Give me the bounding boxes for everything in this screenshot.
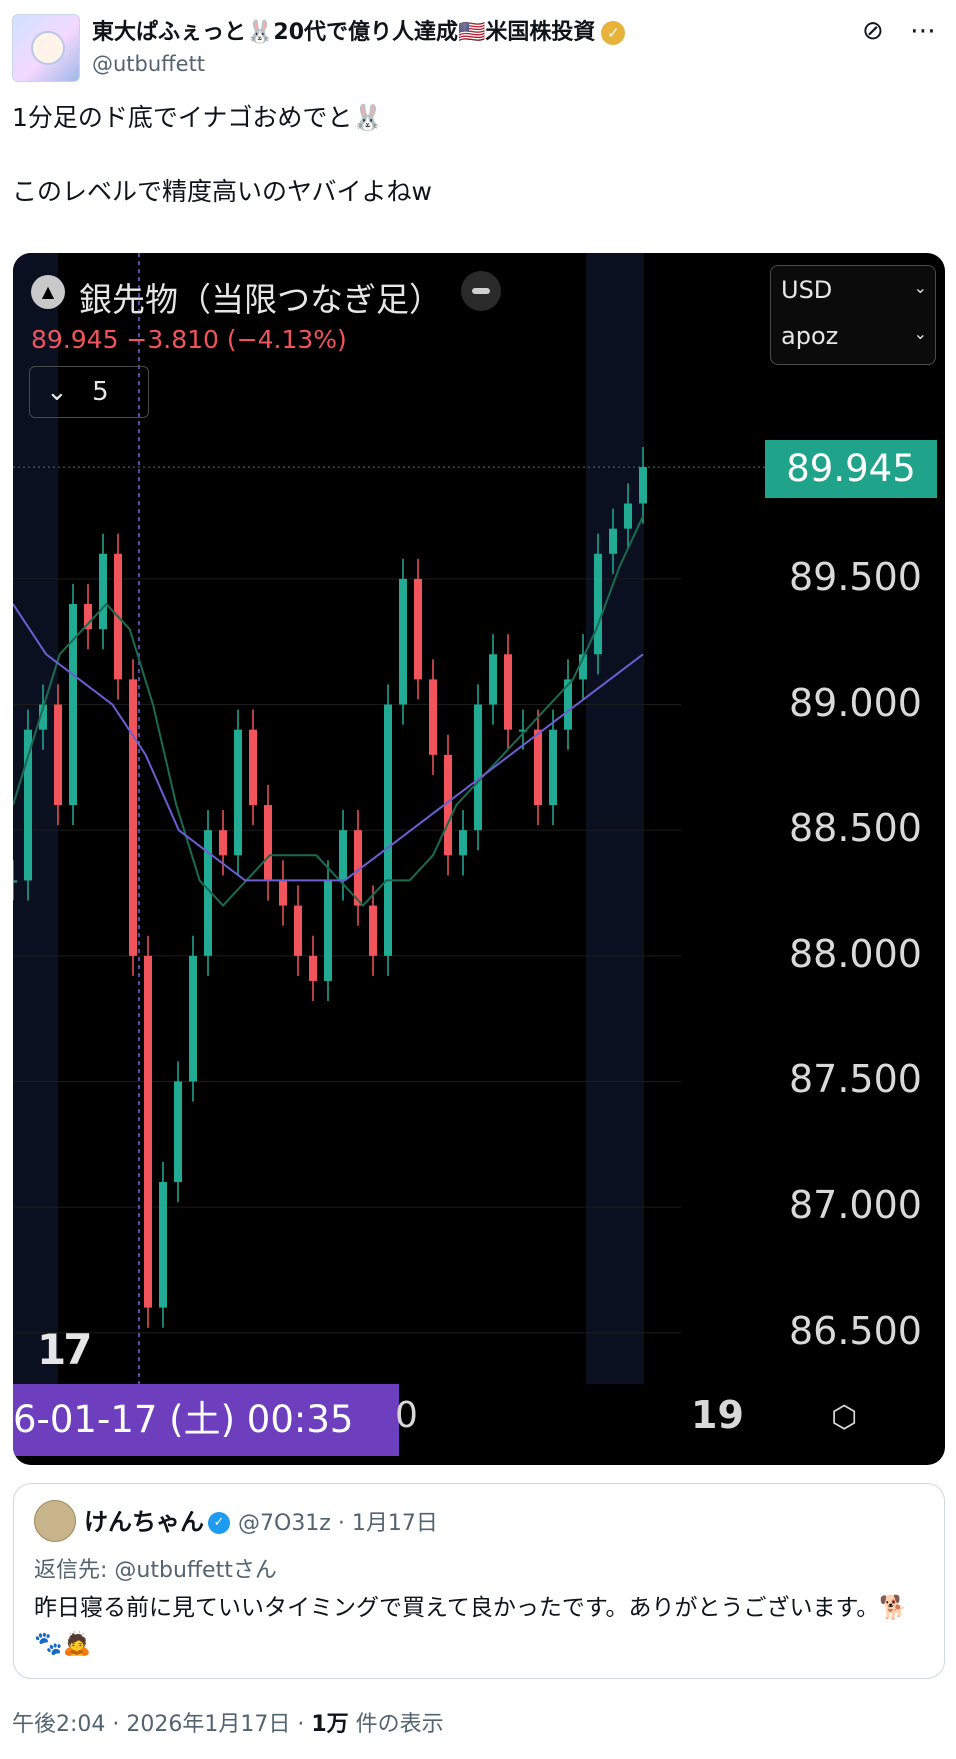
candle-body <box>69 604 77 806</box>
view-count: 1万 <box>311 1712 349 1737</box>
candle-body <box>84 604 92 630</box>
candle-body <box>13 880 17 883</box>
verified-badge-icon: ✓ <box>208 1512 230 1534</box>
tweet-text-line1: 1分足のド底でイナゴおめでと🐰 <box>12 103 384 132</box>
y-axis-tick: 87.000 <box>789 1183 922 1228</box>
candle-body <box>219 830 227 856</box>
candle-body <box>189 955 197 1082</box>
candle-body <box>534 729 542 806</box>
selector-box: USD ⌄ apoz ⌄ <box>770 265 936 365</box>
chart-image[interactable]: ▲ 銀先物（当限つなぎ足） 89.945 −3.810 (−4.13%) ⌄ 5… <box>13 253 945 1465</box>
reply-to[interactable]: 返信先: @utbuffettさん <box>34 1558 277 1583</box>
indicators-toggle-button[interactable]: ⌄ 5 <box>29 366 149 418</box>
candle-body <box>144 955 152 1308</box>
top-icons: ⊘ ⋯ <box>862 16 936 46</box>
y-axis-tick: 89.500 <box>789 554 922 599</box>
candle-body <box>564 679 572 730</box>
quote-author[interactable]: けんちゃん ✓ @7O31z · 1月17日 <box>84 1508 438 1536</box>
candle-body <box>309 955 317 981</box>
more-icon[interactable]: ⋯ <box>910 16 936 46</box>
y-axis-tick: 87.500 <box>789 1057 922 1102</box>
symbol-icon: ▲ <box>31 275 65 309</box>
verified-badge-icon: ✓ <box>601 21 626 45</box>
candle-body <box>444 754 452 856</box>
candle-body <box>204 830 212 956</box>
candle-body <box>339 830 347 881</box>
quote-avatar[interactable] <box>34 1500 76 1542</box>
y-axis-tick: 89.000 <box>789 680 922 725</box>
quote-text: 昨日寝る前に見ていいタイミングで買えて良かったです。ありがとうございます。🐕🐾🙇 <box>34 1595 908 1657</box>
chevron-down-icon: ⌄ <box>913 324 927 343</box>
chevron-down-icon: ⌄ <box>46 377 68 407</box>
candle-body <box>174 1081 182 1182</box>
candle-body <box>549 729 557 806</box>
crosshair-date-tag: 6-01-17 (土) 00:35 <box>13 1384 399 1456</box>
grok-icon[interactable]: ⊘ <box>861 16 884 46</box>
quote-meta: @7O31z · 1月17日 <box>238 1511 438 1536</box>
moving-average-line <box>13 515 644 908</box>
y-axis-tick: 86.500 <box>789 1308 922 1353</box>
candle-body <box>489 654 497 705</box>
price-chart <box>13 253 765 1384</box>
candle-body <box>39 704 47 730</box>
x-axis-day-label: 19 <box>691 1393 744 1437</box>
candle-body <box>99 553 107 630</box>
candle-body <box>369 905 377 956</box>
candle-body <box>24 729 32 881</box>
y-axis-tick: 88.000 <box>789 931 922 976</box>
last-price-tag: 89.945 <box>765 440 937 498</box>
indicator-count: 5 <box>92 377 109 407</box>
moving-average-line <box>13 603 644 882</box>
candle-body <box>579 654 587 680</box>
candle-body <box>294 905 302 956</box>
author-avatar[interactable] <box>12 14 80 82</box>
candle-body <box>324 880 332 981</box>
tweet-footer: 午後2:04 · 2026年1月17日 · 1万 件の表示 <box>12 1706 444 1738</box>
candle-body <box>519 729 527 732</box>
candle-body <box>54 704 62 806</box>
candle-body <box>279 880 287 906</box>
candle-body <box>384 704 392 956</box>
currency-select[interactable]: USD ⌄ <box>781 276 927 304</box>
account-select[interactable]: apoz ⌄ <box>781 322 927 350</box>
candle-body <box>399 578 407 705</box>
tweet-text-line2: このレベルで精度高いのヤバイよねw <box>12 177 432 206</box>
quoted-tweet[interactable]: けんちゃん ✓ @7O31z · 1月17日 返信先: @utbuffettさん 昨… <box>13 1483 945 1679</box>
candle-body <box>129 679 137 956</box>
settings-icon[interactable]: ⬡ <box>831 1400 858 1435</box>
candle-body <box>504 654 512 730</box>
author-name[interactable]: 東大ぱふぇっと🐰20代で億り人達成🇺🇸米国株投資 ✓ <box>92 14 626 46</box>
candle-body <box>474 704 482 831</box>
symbol-title: 銀先物（当限つなぎ足） <box>79 280 442 319</box>
candle-body <box>624 503 632 529</box>
price-change: 89.945 −3.810 (−4.13%) <box>31 325 347 354</box>
chevron-down-icon: ⌄ <box>913 278 927 297</box>
session-shade <box>586 253 644 1384</box>
x-axis-label: 0 <box>395 1395 418 1436</box>
candle-body <box>264 805 272 881</box>
candle-body <box>639 467 647 504</box>
candle-body <box>594 553 602 655</box>
session-shade <box>13 253 58 1384</box>
author-handle[interactable]: @utbuffett <box>92 52 206 76</box>
candle-body <box>234 729 242 856</box>
candle-body <box>429 679 437 755</box>
tradingview-logo: 17 <box>37 1325 92 1374</box>
candle-body <box>414 578 422 680</box>
timestamp[interactable]: 午後2:04 · 2026年1月17日 · <box>12 1712 312 1737</box>
candle-body <box>354 830 362 906</box>
y-axis-tick: 88.500 <box>789 806 922 851</box>
collapse-legend-button[interactable] <box>461 271 501 311</box>
candle-body <box>459 830 467 856</box>
candle-body <box>249 729 257 806</box>
views-label: 件の表示 <box>348 1712 444 1737</box>
candle-body <box>159 1181 167 1308</box>
candle-body <box>609 528 617 554</box>
avatar-face <box>31 31 65 65</box>
